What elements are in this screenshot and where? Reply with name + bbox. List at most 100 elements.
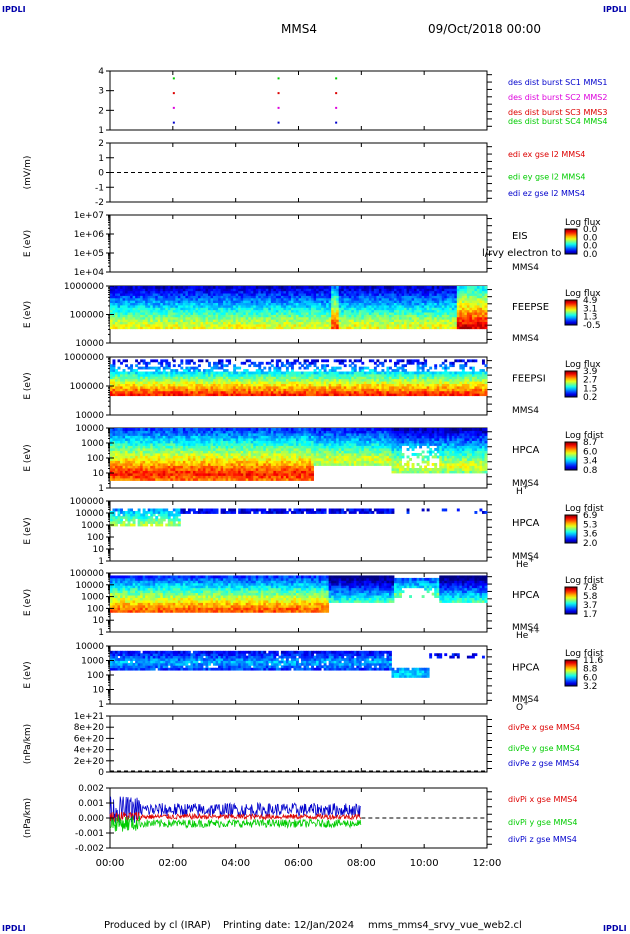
heatmap-cell bbox=[471, 388, 475, 392]
heatmap-cell bbox=[303, 314, 307, 318]
heatmap-cell bbox=[301, 300, 304, 304]
heatmap-cell bbox=[230, 286, 234, 289]
heatmap-cell bbox=[421, 366, 425, 370]
heatmap-cell bbox=[331, 366, 335, 370]
heatmap-cell bbox=[275, 324, 279, 327]
heatmap-cell bbox=[110, 378, 113, 382]
heatmap-cell bbox=[351, 307, 355, 311]
heatmap-cell bbox=[167, 376, 171, 380]
heatmap-cell bbox=[245, 316, 249, 320]
heatmap-cell bbox=[110, 321, 113, 325]
heatmap-cell bbox=[165, 300, 169, 304]
heatmap-cell bbox=[348, 286, 352, 289]
heatmap-cell bbox=[469, 314, 473, 318]
heatmap-cell bbox=[248, 314, 252, 318]
heatmap-cell bbox=[283, 288, 287, 292]
heatmap-cell bbox=[160, 361, 164, 365]
heatmap-cell bbox=[238, 326, 242, 330]
heatmap-cell bbox=[160, 288, 164, 292]
heatmap-cell bbox=[363, 326, 367, 330]
heatmap-cell bbox=[270, 293, 274, 296]
heatmap-cell bbox=[200, 324, 204, 327]
heatmap-cell bbox=[185, 288, 189, 292]
heatmap-cell bbox=[132, 319, 136, 323]
heatmap-cell bbox=[147, 288, 151, 292]
corner-label-top-left: IPDLI bbox=[2, 5, 26, 14]
heatmap-cell bbox=[303, 366, 307, 370]
heatmap-cell bbox=[248, 305, 252, 308]
heatmap-cell bbox=[444, 373, 448, 377]
heatmap-cell bbox=[426, 390, 430, 394]
heatmap-cell bbox=[311, 386, 314, 389]
heatmap-cell bbox=[295, 312, 299, 315]
heatmap-cell bbox=[263, 371, 267, 375]
heatmap-cell bbox=[200, 300, 204, 304]
heatmap-cell bbox=[383, 386, 387, 389]
heatmap-cell bbox=[130, 376, 134, 380]
heatmap-cell bbox=[120, 468, 123, 471]
heatmap-cell bbox=[258, 314, 262, 318]
heatmap-cell bbox=[167, 295, 171, 299]
heatmap-cell bbox=[386, 312, 390, 315]
heatmap-cell bbox=[306, 393, 309, 397]
heatmap-cell bbox=[187, 288, 191, 292]
heatmap-cell bbox=[469, 307, 473, 311]
heatmap-cell bbox=[338, 383, 342, 387]
heatmap-cell bbox=[459, 373, 463, 377]
heatmap-cell bbox=[197, 286, 201, 289]
heatmap-cell bbox=[228, 314, 232, 318]
heatmap-cell bbox=[240, 297, 244, 301]
heatmap-cell bbox=[150, 302, 154, 306]
heatmap-cell bbox=[180, 388, 184, 392]
heatmap-cell bbox=[162, 316, 166, 320]
heatmap-cell bbox=[341, 307, 345, 311]
heatmap-cell bbox=[301, 307, 304, 311]
heatmap-cell bbox=[175, 321, 179, 325]
heatmap-cell bbox=[481, 312, 485, 315]
heatmap-cell bbox=[343, 373, 347, 377]
heatmap-cell bbox=[466, 359, 470, 363]
heatmap-cell bbox=[341, 321, 345, 325]
heatmap-cell bbox=[215, 383, 219, 387]
heatmap-cell bbox=[301, 314, 304, 318]
heatmap-cell bbox=[122, 309, 126, 313]
heatmap-cell bbox=[160, 364, 164, 368]
heatmap-cell bbox=[394, 381, 397, 384]
heatmap-cell bbox=[311, 290, 314, 294]
heatmap-cell bbox=[421, 297, 425, 301]
heatmap-cell bbox=[210, 321, 214, 325]
heatmap-cell bbox=[115, 455, 118, 459]
heatmap-cell bbox=[338, 288, 342, 292]
heatmap-cell bbox=[376, 319, 380, 323]
heatmap-cell bbox=[421, 383, 425, 387]
heatmap-cell bbox=[117, 473, 121, 476]
heatmap-cell bbox=[283, 309, 287, 313]
heatmap-cell bbox=[298, 316, 302, 320]
heatmap-cell bbox=[424, 390, 428, 394]
heatmap-cell bbox=[414, 376, 418, 380]
heatmap-cell bbox=[127, 297, 131, 301]
heatmap-cell bbox=[112, 473, 116, 476]
heatmap-cell bbox=[245, 393, 249, 397]
heatmap-cell bbox=[172, 319, 176, 323]
heatmap-cell bbox=[454, 326, 458, 330]
heatmap-cell bbox=[436, 295, 440, 299]
heatmap-cell bbox=[160, 381, 164, 384]
heatmap-cell bbox=[361, 373, 365, 377]
heatmap-cell bbox=[197, 376, 201, 380]
heatmap-cell bbox=[404, 383, 407, 387]
heatmap-cell bbox=[313, 316, 317, 320]
heatmap-cell bbox=[135, 390, 139, 394]
heatmap-cell bbox=[208, 319, 211, 323]
heatmap-cell bbox=[132, 300, 136, 304]
heatmap-cell bbox=[185, 314, 189, 318]
heatmap-cell bbox=[250, 378, 254, 382]
heatmap-cell bbox=[338, 361, 342, 365]
heatmap-cell bbox=[484, 326, 488, 330]
heatmap-cell bbox=[351, 376, 355, 380]
heatmap-cell bbox=[479, 369, 483, 372]
heatmap-cell bbox=[466, 293, 470, 296]
heatmap-cell bbox=[328, 302, 332, 306]
heatmap-cell bbox=[449, 316, 453, 320]
